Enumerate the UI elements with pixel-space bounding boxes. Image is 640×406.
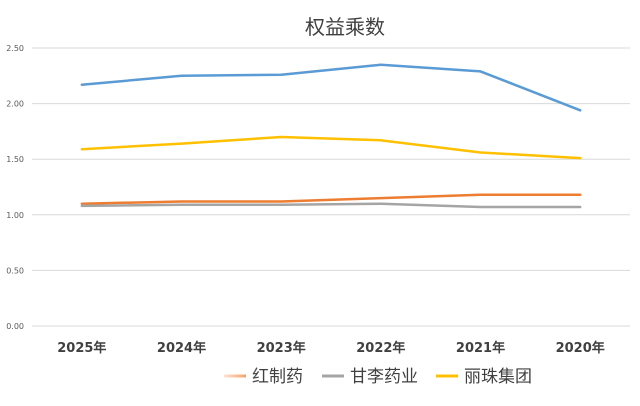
- y-tick-label: 0.50: [6, 266, 24, 275]
- series-line-1: [80, 193, 582, 205]
- legend-label: 甘李药业: [350, 367, 418, 387]
- legend: 红制药 甘李药业 丽珠集团: [0, 364, 532, 394]
- x-tick-label: 2025年: [57, 340, 106, 356]
- y-axis-ticks: 0.00 0.50 1.00 1.50 2.00 2.50: [6, 44, 24, 331]
- legend-label: 红制药: [252, 367, 303, 387]
- y-tick-label: 0.00: [6, 322, 24, 331]
- y-tick-label: 2.00: [6, 100, 24, 109]
- x-tick-label: 2024年: [157, 340, 206, 356]
- series-line-0: [80, 63, 582, 112]
- y-tick-label: 1.50: [6, 155, 24, 164]
- gridlines: [32, 47, 630, 327]
- y-tick-label: 1.00: [6, 211, 24, 220]
- series-line-2: [80, 202, 582, 209]
- x-tick-label: 2020年: [556, 340, 605, 356]
- chart-title: 权益乘数: [305, 15, 385, 39]
- x-axis-ticks: 2025年 2024年 2023年 2022年 2021年 2020年: [57, 340, 605, 356]
- y-tick-label: 2.50: [6, 44, 24, 53]
- series-line-3: [80, 135, 582, 160]
- legend-fade-overlay: [0, 364, 258, 394]
- x-tick-label: 2023年: [257, 340, 306, 356]
- series-lines: [80, 63, 582, 209]
- x-tick-label: 2021年: [456, 340, 505, 356]
- x-tick-label: 2022年: [356, 340, 405, 356]
- legend-label: 丽珠集团: [464, 367, 532, 387]
